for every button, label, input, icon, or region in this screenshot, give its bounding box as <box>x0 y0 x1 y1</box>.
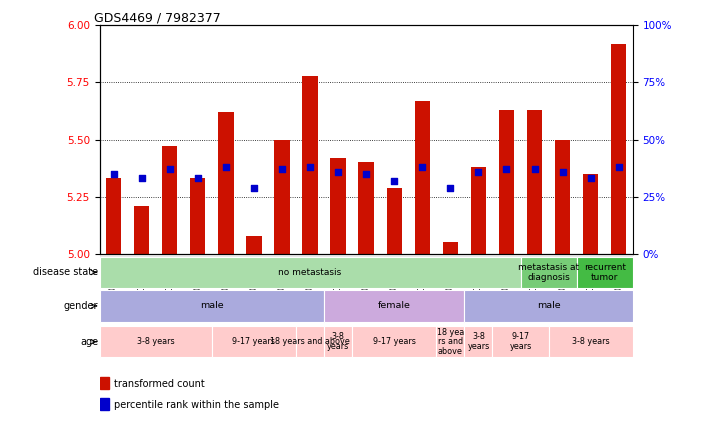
Bar <box>100 326 212 357</box>
Point <box>444 184 456 191</box>
Bar <box>190 179 205 254</box>
Point <box>388 177 400 184</box>
Point <box>557 168 568 175</box>
Bar <box>387 187 402 254</box>
Point <box>164 166 176 173</box>
Text: 9-17 years: 9-17 years <box>232 337 275 346</box>
Bar <box>296 326 324 357</box>
Text: 18 yea
rs and
above: 18 yea rs and above <box>437 327 464 356</box>
Bar <box>520 257 577 288</box>
Point <box>192 175 203 182</box>
Point <box>360 170 372 177</box>
Bar <box>443 242 458 254</box>
Text: gender: gender <box>64 301 98 311</box>
Text: percentile rank within the sample: percentile rank within the sample <box>114 400 279 410</box>
Bar <box>100 245 633 257</box>
Text: age: age <box>80 337 98 347</box>
Text: 3-8 years: 3-8 years <box>137 337 174 346</box>
Bar <box>218 112 233 254</box>
Point <box>277 166 288 173</box>
Point <box>108 170 119 177</box>
Bar <box>246 236 262 254</box>
Bar <box>106 179 122 254</box>
Text: female: female <box>378 302 411 310</box>
Text: GDS4469 / 7982377: GDS4469 / 7982377 <box>94 11 221 24</box>
Point <box>333 168 344 175</box>
Bar <box>162 146 178 254</box>
Bar <box>437 326 464 357</box>
Text: 3-8
years: 3-8 years <box>467 332 490 351</box>
Bar <box>415 101 430 254</box>
Bar <box>555 140 570 254</box>
Text: disease state: disease state <box>33 267 98 277</box>
Text: male: male <box>200 302 224 310</box>
Bar <box>352 326 437 357</box>
Bar <box>464 326 493 357</box>
Bar <box>358 162 374 254</box>
Bar <box>464 290 633 321</box>
Point <box>248 184 260 191</box>
Point <box>501 166 512 173</box>
Text: 9-17
years: 9-17 years <box>509 332 532 351</box>
Point <box>417 164 428 170</box>
Text: recurrent
tumor: recurrent tumor <box>584 263 626 282</box>
Bar <box>527 110 542 254</box>
Bar <box>583 174 599 254</box>
Bar <box>577 257 633 288</box>
Bar <box>324 326 352 357</box>
Point <box>473 168 484 175</box>
Bar <box>324 290 464 321</box>
Text: 18 years and above: 18 years and above <box>270 337 350 346</box>
Point <box>136 175 147 182</box>
Bar <box>100 257 520 288</box>
Point <box>613 164 624 170</box>
Point <box>585 175 597 182</box>
Text: 9-17 years: 9-17 years <box>373 337 416 346</box>
Bar <box>302 76 318 254</box>
Bar <box>134 206 149 254</box>
Point <box>220 164 232 170</box>
Bar <box>549 326 633 357</box>
Bar <box>212 326 296 357</box>
Bar <box>331 158 346 254</box>
Bar <box>100 398 109 410</box>
Bar <box>493 326 549 357</box>
Text: male: male <box>537 302 560 310</box>
Text: 3-8
years: 3-8 years <box>327 332 349 351</box>
Text: no metastasis: no metastasis <box>279 268 342 277</box>
Text: metastasis at
diagnosis: metastasis at diagnosis <box>518 263 579 282</box>
Text: transformed count: transformed count <box>114 379 205 389</box>
Point <box>304 164 316 170</box>
Bar <box>499 110 514 254</box>
Bar <box>274 140 289 254</box>
Bar <box>471 167 486 254</box>
Bar <box>100 290 324 321</box>
Bar <box>100 377 109 389</box>
Bar <box>611 44 626 254</box>
Point <box>529 166 540 173</box>
Text: 3-8 years: 3-8 years <box>572 337 609 346</box>
